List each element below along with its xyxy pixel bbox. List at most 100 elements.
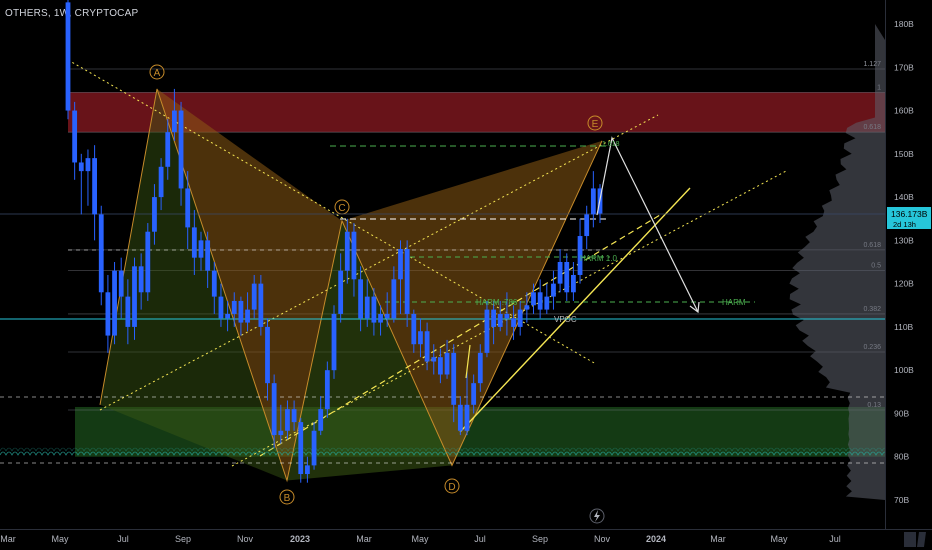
candle-body	[531, 292, 536, 306]
x-tick-label: May	[411, 534, 429, 544]
y-tick-label: 130B	[894, 235, 914, 245]
candle-body	[105, 292, 111, 336]
x-tick-label: May	[51, 534, 69, 544]
candle-body	[265, 326, 270, 384]
symbol-label[interactable]: OTHERS	[5, 8, 48, 19]
candle-body	[384, 313, 390, 319]
support-trendline	[459, 187, 691, 433]
candle-body	[178, 110, 184, 189]
liquidity-band	[0, 451, 889, 456]
last-price-tag[interactable]	[887, 207, 931, 229]
candle-body	[318, 409, 324, 431]
candle-body	[404, 249, 410, 314]
candle-body	[398, 249, 403, 280]
pattern-label: E	[592, 119, 599, 130]
last-price-value: 136.173B	[891, 209, 928, 219]
candle-body	[584, 214, 590, 237]
channel-upper	[99, 114, 659, 411]
candle-body	[92, 158, 97, 215]
candle-body	[85, 158, 91, 172]
candle-body	[205, 240, 211, 271]
pattern-point-e[interactable]	[587, 115, 603, 131]
candle-body	[198, 240, 204, 258]
y-tick-label: 150B	[894, 149, 914, 159]
pattern-point-a[interactable]	[149, 64, 165, 80]
candle-body	[344, 231, 350, 271]
candle-body	[544, 296, 550, 310]
candle-body	[78, 162, 84, 172]
xab-triangle	[100, 88, 287, 481]
candle-body	[225, 313, 230, 319]
x-tick-label: Jul	[474, 534, 486, 544]
pattern-point-b[interactable]	[279, 489, 295, 505]
x-tick-label: May	[770, 534, 788, 544]
candle-body	[98, 214, 104, 293]
candle-body	[571, 274, 576, 293]
demand-zone	[75, 406, 885, 457]
harm-1-label: HARM 1.0	[580, 254, 617, 263]
candle-body	[218, 296, 224, 319]
x-tick-label: Mar	[356, 534, 372, 544]
candle-body	[378, 313, 383, 323]
candle-body	[484, 309, 490, 353]
harm-786-label: HARM .786	[476, 298, 518, 307]
candle-body	[238, 300, 244, 323]
candle-body	[65, 2, 71, 111]
y-tick-label: 90B	[894, 408, 909, 418]
candle-body	[511, 318, 516, 327]
candle-body	[305, 465, 310, 475]
candle-body	[145, 231, 151, 293]
projection-arrowhead	[689, 301, 700, 314]
candle-body	[557, 262, 563, 284]
pattern-label: A	[154, 68, 161, 79]
candle-body	[132, 266, 137, 327]
interval-label[interactable]: 1W	[53, 8, 69, 19]
volume-profile	[789, 24, 885, 500]
lightning-glyph	[594, 510, 600, 522]
candle-body	[444, 352, 450, 375]
x-tick-label: Sep	[532, 534, 548, 544]
candle-body	[371, 296, 377, 323]
pattern-point-d[interactable]	[444, 478, 460, 494]
candle-body	[231, 300, 237, 314]
y-tick-label: 100B	[894, 365, 914, 375]
xabc-triangle	[157, 88, 342, 481]
y-tick-label: 180B	[894, 19, 914, 29]
pattern-label: D	[448, 482, 455, 493]
candle-body	[191, 227, 197, 258]
fib-1618-label: 1.618	[602, 141, 620, 148]
x-tick-label: Mar	[710, 534, 726, 544]
candle-body	[291, 409, 297, 423]
candle-body	[491, 309, 496, 327]
harm-label: HARM	[722, 298, 746, 307]
candle-body	[251, 283, 257, 310]
candle-body	[311, 430, 317, 466]
candle-body	[577, 236, 583, 275]
x-tick-label: 2024	[646, 534, 666, 544]
candle-body	[391, 279, 397, 319]
candle-body	[258, 283, 264, 327]
candle-body	[517, 309, 523, 327]
x-tick-label: Sep	[175, 534, 191, 544]
candle-body	[411, 313, 417, 345]
candle-body	[524, 305, 530, 310]
candle-body	[451, 352, 457, 405]
candle-body	[431, 357, 437, 362]
x-tick-label: Jul	[117, 534, 129, 544]
tv-logo	[904, 532, 926, 547]
channel-mid	[259, 214, 661, 457]
price-axis[interactable]	[886, 0, 932, 550]
candle-body	[324, 370, 330, 410]
candle-body	[298, 422, 304, 475]
x-tick-label: 2023	[290, 534, 310, 544]
lightning-icon[interactable]	[589, 508, 605, 524]
pattern-label: B	[284, 493, 291, 504]
candle-body	[438, 357, 443, 375]
projection-path	[596, 136, 699, 313]
x-tick-label: Nov	[237, 534, 254, 544]
y-tick-label: 70B	[894, 495, 909, 505]
candle-body	[358, 279, 363, 319]
vpoc-label: VPOC	[554, 315, 577, 324]
candle-body	[152, 197, 157, 232]
